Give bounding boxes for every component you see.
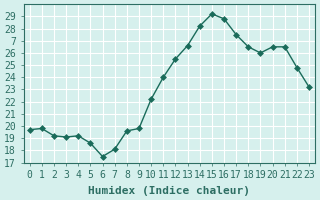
X-axis label: Humidex (Indice chaleur): Humidex (Indice chaleur) — [88, 186, 250, 196]
